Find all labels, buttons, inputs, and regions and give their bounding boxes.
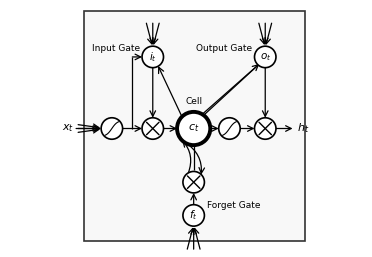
Circle shape [177, 112, 210, 145]
Text: Input Gate: Input Gate [92, 44, 140, 53]
Text: $i_t$: $i_t$ [149, 50, 157, 64]
Circle shape [219, 118, 240, 139]
Circle shape [254, 46, 276, 68]
Text: $x_t$: $x_t$ [62, 123, 74, 134]
Text: $f_t$: $f_t$ [189, 208, 198, 222]
Text: $h_t$: $h_t$ [298, 122, 310, 135]
Circle shape [142, 118, 164, 139]
Text: Cell: Cell [185, 97, 202, 106]
Text: $c_t$: $c_t$ [188, 123, 199, 134]
Circle shape [142, 46, 164, 68]
Text: $o_t$: $o_t$ [260, 51, 271, 63]
Circle shape [183, 171, 204, 193]
Text: Output Gate: Output Gate [196, 44, 253, 53]
Circle shape [254, 118, 276, 139]
Circle shape [183, 205, 204, 226]
Circle shape [101, 118, 123, 139]
Bar [84, 11, 305, 241]
Text: Forget Gate: Forget Gate [207, 201, 260, 210]
